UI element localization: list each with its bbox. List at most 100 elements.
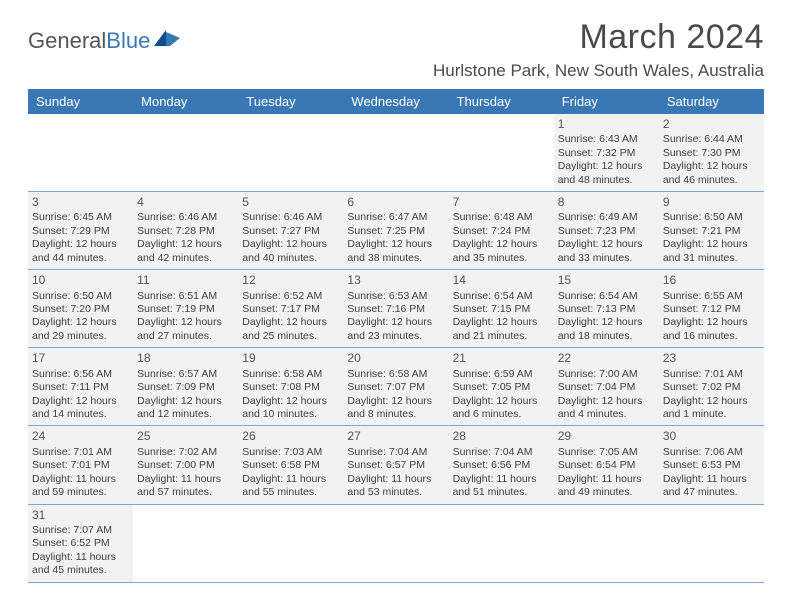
day-number: 26 [242,429,339,444]
day-cell-16: 16Sunrise: 6:55 AMSunset: 7:12 PMDayligh… [659,270,764,347]
daylight-line-2: and 35 minutes. [453,252,550,265]
day-cell-2: 2Sunrise: 6:44 AMSunset: 7:30 PMDaylight… [659,114,764,191]
daylight-line-1: Daylight: 12 hours [558,160,655,173]
blank-cell [238,114,343,191]
day-number: 31 [32,508,129,523]
day-number: 29 [558,429,655,444]
daylight-line-2: and 46 minutes. [663,174,760,187]
sunset-line: Sunset: 7:07 PM [347,381,444,394]
day-cell-15: 15Sunrise: 6:54 AMSunset: 7:13 PMDayligh… [554,270,659,347]
day-number: 1 [558,117,655,132]
sunset-line: Sunset: 6:53 PM [663,459,760,472]
daylight-line-2: and 12 minutes. [137,408,234,421]
day-number: 14 [453,273,550,288]
daylight-line-1: Daylight: 12 hours [558,238,655,251]
daylight-line-2: and 42 minutes. [137,252,234,265]
day-cell-12: 12 Sunrise: 6:52 AMSunset: 7:17 PMDayligh… [238,270,343,347]
month-title: March 2024 [433,18,764,57]
sunrise-line: Sunrise: 7:01 AM [663,368,760,381]
daylight-line-1: Daylight: 11 hours [453,473,550,486]
day-number: 23 [663,351,760,366]
day-number: 4 [137,195,234,210]
daylight-line-1: Daylight: 12 hours [453,395,550,408]
day-number: 12 [242,273,339,288]
daylight-line-1: Daylight: 12 hours [242,395,339,408]
sunset-line: Sunset: 7:15 PM [453,303,550,316]
daylight-line-2: and 31 minutes. [663,252,760,265]
daylight-line-1: Daylight: 12 hours [242,238,339,251]
day-number: 28 [453,429,550,444]
logo-text-blue: Blue [106,28,150,54]
sunrise-line: Sunrise: 6:50 AM [663,211,760,224]
daylight-line-1: Daylight: 11 hours [558,473,655,486]
calendar-page: GeneralBlue March 2024 Hurlstone Park, N… [0,0,792,601]
week-row: 31Sunrise: 7:07 AMSunset: 6:52 PMDayligh… [28,505,764,583]
day-cell-20: 20 Sunrise: 6:58 AMSunset: 7:07 PMDayligh… [343,348,448,425]
sunset-line: Sunset: 7:21 PM [663,225,760,238]
day-number: 27 [347,429,444,444]
sunrise-line: Sunrise: 6:53 AM [347,290,444,303]
sunrise-line: Sunrise: 7:06 AM [663,446,760,459]
daylight-line-2: and 29 minutes. [32,330,129,343]
weeks-container: 1Sunrise: 6:43 AMSunset: 7:32 PMDaylight… [28,114,764,583]
day-number: 20 [347,351,444,366]
week-row: 10Sunrise: 6:50 AMSunset: 7:20 PMDayligh… [28,270,764,348]
sunset-line: Sunset: 7:19 PM [137,303,234,316]
daylight-line-2: and 21 minutes. [453,330,550,343]
week-row: 1Sunrise: 6:43 AMSunset: 7:32 PMDaylight… [28,114,764,192]
sunset-line: Sunset: 7:05 PM [453,381,550,394]
blank-cell [554,505,659,582]
blank-cell [659,505,764,582]
sunrise-line: Sunrise: 6:54 AM [558,290,655,303]
sunrise-line: Sunrise: 6:57 AM [137,368,234,381]
daylight-line-1: Daylight: 12 hours [558,316,655,329]
sunrise-line: Sunrise: 7:04 AM [347,446,444,459]
sunrise-line: Sunrise: 6:58 AM [347,368,444,381]
day-number: 16 [663,273,760,288]
sunrise-line: Sunrise: 6:43 AM [558,133,655,146]
day-number: 11 [137,273,234,288]
day-number: 19 [242,351,339,366]
daylight-line-1: Daylight: 12 hours [242,316,339,329]
day-cell-8: 8Sunrise: 6:49 AMSunset: 7:23 PMDaylight… [554,192,659,269]
sunset-line: Sunset: 7:17 PM [242,303,339,316]
day-cell-10: 10Sunrise: 6:50 AMSunset: 7:20 PMDayligh… [28,270,133,347]
day-number: 13 [347,273,444,288]
daylight-line-2: and 44 minutes. [32,252,129,265]
daylight-line-1: Daylight: 12 hours [347,316,444,329]
dayheader-sunday: Sunday [28,89,133,114]
day-number: 10 [32,273,129,288]
daylight-line-1: Daylight: 12 hours [453,238,550,251]
daylight-line-1: Daylight: 12 hours [663,316,760,329]
daylight-line-2: and 14 minutes. [32,408,129,421]
dayheader-row: SundayMondayTuesdayWednesdayThursdayFrid… [28,89,764,114]
day-cell-29: 29Sunrise: 7:05 AMSunset: 6:54 PMDayligh… [554,426,659,503]
blank-cell [238,505,343,582]
sunset-line: Sunset: 6:52 PM [32,537,129,550]
logo-flag-icon [154,30,180,46]
daylight-line-2: and 40 minutes. [242,252,339,265]
day-cell-4: 4Sunrise: 6:46 AMSunset: 7:28 PMDaylight… [133,192,238,269]
sunrise-line: Sunrise: 7:00 AM [558,368,655,381]
sunrise-line: Sunrise: 7:01 AM [32,446,129,459]
sunset-line: Sunset: 7:30 PM [663,147,760,160]
day-number: 25 [137,429,234,444]
daylight-line-2: and 57 minutes. [137,486,234,499]
sunrise-line: Sunrise: 6:48 AM [453,211,550,224]
daylight-line-1: Daylight: 12 hours [347,395,444,408]
daylight-line-2: and 38 minutes. [347,252,444,265]
daylight-line-2: and 25 minutes. [242,330,339,343]
sunrise-line: Sunrise: 7:03 AM [242,446,339,459]
blank-cell [133,505,238,582]
sunset-line: Sunset: 7:20 PM [32,303,129,316]
day-number: 7 [453,195,550,210]
daylight-line-1: Daylight: 12 hours [137,238,234,251]
sunset-line: Sunset: 6:57 PM [347,459,444,472]
logo: GeneralBlue [28,28,180,54]
daylight-line-1: Daylight: 12 hours [32,316,129,329]
sunrise-line: Sunrise: 6:52 AM [242,290,339,303]
day-number: 3 [32,195,129,210]
daylight-line-1: Daylight: 11 hours [347,473,444,486]
daylight-line-1: Daylight: 11 hours [663,473,760,486]
sunset-line: Sunset: 7:11 PM [32,381,129,394]
